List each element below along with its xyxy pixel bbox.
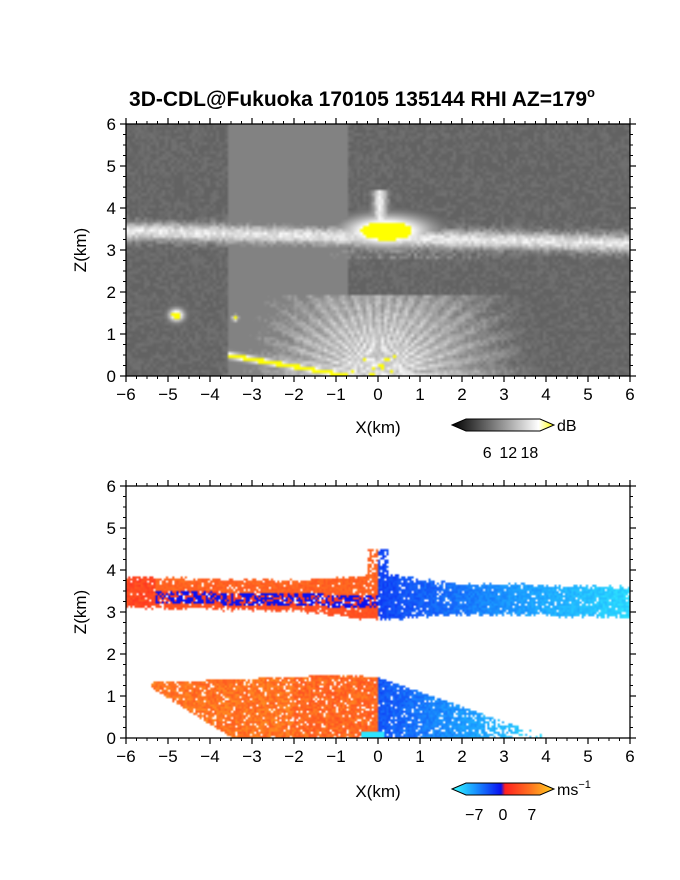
- panel-velocity: −6 −5 −4 −3 −2 −1 0 1 2 3 4 5 6 0 1 2 3 4 5 6 X(km) Z(km) m…: [71, 477, 636, 824]
- panel2-colorbar: ms−1 −7 0 7: [450, 779, 591, 824]
- panel1-xlabel: X(km): [355, 418, 400, 437]
- panel1-ylabel: Z(km): [71, 228, 90, 272]
- colorbar-db-bar: [450, 418, 556, 432]
- velocity-field: [126, 486, 630, 738]
- x-tick-label: 0: [373, 747, 382, 766]
- colorbar-velocity-ticks: −7 0 7: [465, 807, 536, 824]
- y-tick-label: 1: [107, 687, 116, 706]
- x-tick-label: −6: [116, 385, 135, 404]
- panel2-xlabel: X(km): [355, 782, 400, 801]
- y-tick-label: 2: [107, 283, 116, 302]
- figure-title: 3D-CDL@Fukuoka 170105 135144 RHI AZ=179o: [129, 85, 595, 111]
- x-tick-label: 3: [499, 385, 508, 404]
- y-tick-label: 3: [107, 241, 116, 260]
- x-tick-label: −6: [116, 747, 135, 766]
- x-tick-label: 6: [625, 385, 634, 404]
- y-tick-label: 0: [107, 367, 116, 386]
- x-tick-label: 4: [541, 747, 550, 766]
- colorbar-tick-label: 0: [499, 807, 508, 824]
- y-tick-label: 6: [107, 477, 116, 496]
- x-tick-label: 5: [583, 385, 592, 404]
- x-tick-label: −4: [200, 747, 219, 766]
- panel1-colorbar: dB 6 12 18: [450, 418, 577, 462]
- y-tick-label: 0: [107, 729, 116, 748]
- x-tick-label: 1: [415, 747, 424, 766]
- x-tick-label: −1: [326, 385, 345, 404]
- x-tick-label: −5: [158, 747, 177, 766]
- x-tick-label: −2: [284, 385, 303, 404]
- x-tick-label: −2: [284, 747, 303, 766]
- x-tick-label: 1: [415, 385, 424, 404]
- y-tick-label: 5: [107, 157, 116, 176]
- panel1-plot-area: [126, 124, 630, 376]
- colorbar-velocity-bar: [450, 782, 556, 796]
- intensity-field: [126, 124, 630, 376]
- x-tick-label: −5: [158, 385, 177, 404]
- colorbar-velocity-unit: ms−1: [557, 779, 591, 799]
- y-tick-label: 1: [107, 325, 116, 344]
- colorbar-tick-label: 12: [499, 445, 517, 462]
- x-tick-label: 6: [625, 747, 634, 766]
- x-tick-label: −4: [200, 385, 219, 404]
- panel2-ticks: −6 −5 −4 −3 −2 −1 0 1 2 3 4 5 6 0 1 2 3 4 5 6: [107, 477, 636, 766]
- colorbar-tick-label: 7: [527, 807, 536, 824]
- x-tick-label: 3: [499, 747, 508, 766]
- y-tick-label: 3: [107, 603, 116, 622]
- x-tick-label: −1: [326, 747, 345, 766]
- panel2-ylabel: Z(km): [71, 590, 90, 634]
- x-tick-label: 5: [583, 747, 592, 766]
- x-tick-label: −3: [242, 385, 261, 404]
- x-tick-label: 2: [457, 747, 466, 766]
- y-tick-label: 6: [107, 115, 116, 134]
- colorbar-db-ticks: 6 12 18: [483, 445, 539, 462]
- colorbar-db-unit: dB: [557, 418, 577, 435]
- x-tick-label: 4: [541, 385, 550, 404]
- x-tick-label: −3: [242, 747, 261, 766]
- y-tick-label: 4: [107, 561, 116, 580]
- panel2-plot-area: [126, 486, 630, 738]
- colorbar-tick-label: 6: [483, 445, 492, 462]
- colorbar-tick-label: −7: [465, 807, 483, 824]
- x-tick-label: 2: [457, 385, 466, 404]
- panel1-ticks: −6 −5 −4 −3 −2 −1 0 1 2 3 4 5 6 0 1 2 3 4 5 6: [107, 115, 636, 404]
- colorbar-tick-label: 18: [521, 445, 539, 462]
- y-tick-label: 5: [107, 519, 116, 538]
- y-tick-label: 2: [107, 645, 116, 664]
- y-tick-label: 4: [107, 199, 116, 218]
- x-tick-label: 0: [373, 385, 382, 404]
